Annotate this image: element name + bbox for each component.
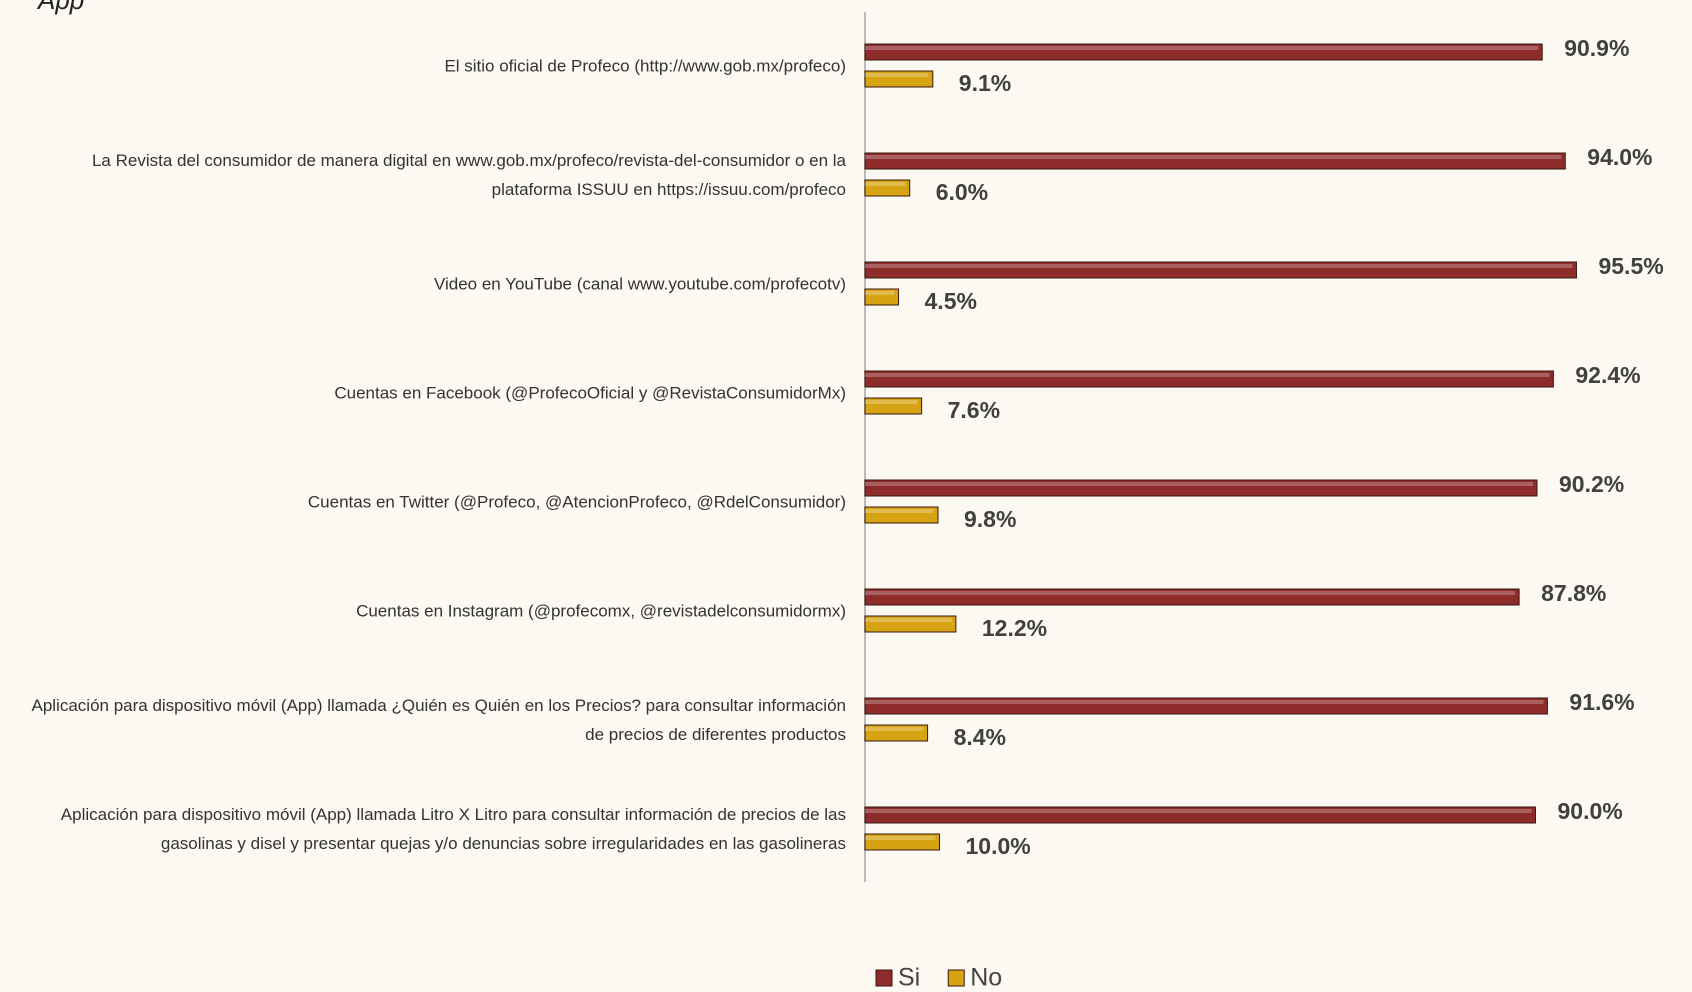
value-label: 4.5%: [925, 288, 977, 314]
bar-highlight: [865, 291, 895, 295]
bar-highlight: [865, 509, 934, 513]
category-label: Video en YouTube (canal www.youtube.com/…: [8, 269, 846, 298]
category-label: La Revista del consumidor de manera digi…: [8, 146, 846, 204]
value-label: 87.8%: [1541, 580, 1606, 606]
bar-highlight: [865, 591, 1515, 595]
bar-highlight: [865, 182, 906, 186]
bar-highlight: [865, 400, 918, 404]
page: App 90.9% 9.1% 94.0% 6.0% 95.5% 4.5% 92.4% 7.6%…: [0, 0, 1692, 992]
bar-highlight: [865, 618, 952, 622]
category-label: Aplicación para dispositivo móvil (App) …: [8, 800, 846, 858]
value-label: 10.0%: [966, 833, 1031, 859]
value-label: 91.6%: [1569, 689, 1634, 715]
value-label: 95.5%: [1598, 253, 1663, 279]
value-label: 8.4%: [954, 724, 1006, 750]
value-label: 6.0%: [936, 179, 988, 205]
bar-highlight: [865, 482, 1533, 486]
bar-highlight: [865, 264, 1572, 268]
value-label: 90.2%: [1559, 471, 1624, 497]
value-label: 90.9%: [1564, 35, 1629, 61]
bar-highlight: [865, 373, 1549, 377]
bar-highlight: [865, 727, 924, 731]
chart-title: App: [36, 0, 84, 15]
value-label: 94.0%: [1587, 144, 1652, 170]
value-label: 9.1%: [959, 70, 1011, 96]
legend-label: No: [970, 964, 1002, 992]
bar-highlight: [865, 836, 936, 840]
bar-highlight: [865, 155, 1561, 159]
category-label: Cuentas en Facebook (@ProfecoOficial y @…: [8, 378, 846, 407]
value-label: 12.2%: [982, 615, 1047, 641]
legend-swatch: [948, 970, 964, 986]
category-label: Cuentas en Twitter (@Profeco, @AtencionP…: [8, 487, 846, 516]
category-label: Cuentas en Instagram (@profecomx, @revis…: [8, 596, 846, 625]
value-label: 9.8%: [964, 506, 1016, 532]
bar-highlight: [865, 809, 1532, 813]
bar-highlight: [865, 73, 929, 77]
category-label: El sitio oficial de Profeco (http://www.…: [8, 51, 846, 80]
value-label: 92.4%: [1575, 362, 1640, 388]
value-label: 90.0%: [1558, 798, 1623, 824]
legend-swatch: [876, 970, 892, 986]
bar-highlight: [865, 46, 1538, 50]
category-label: Aplicación para dispositivo móvil (App) …: [8, 691, 846, 749]
bar-highlight: [865, 700, 1543, 704]
legend-label: Si: [898, 964, 920, 992]
value-label: 7.6%: [948, 397, 1000, 423]
